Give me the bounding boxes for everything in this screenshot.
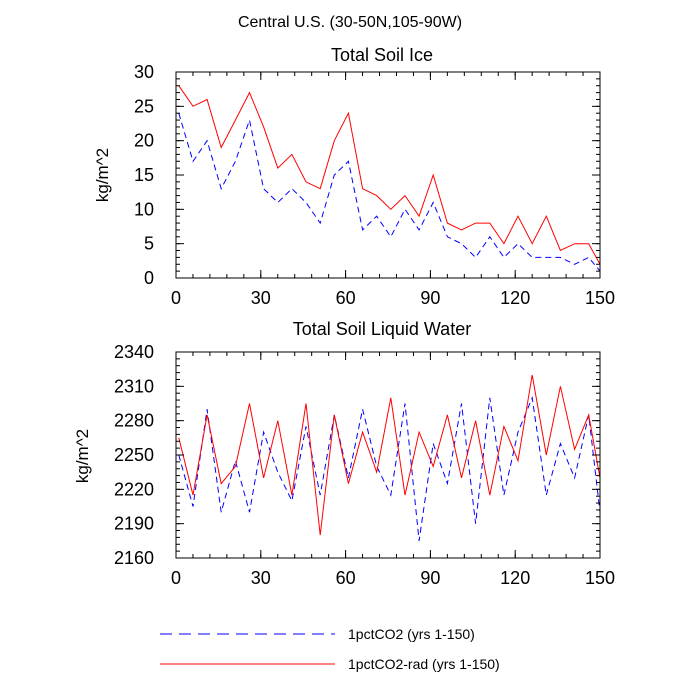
y-tick-label: 10 [134,199,154,219]
panel-title: Total Soil Liquid Water [293,319,471,339]
y-tick-label: 2160 [114,548,154,568]
y-tick-label: 2250 [114,445,154,465]
legend-label-1pctco2-rad: 1pctCO2-rad (yrs 1-150) [348,656,500,672]
y-tick-label: 5 [144,234,154,254]
x-tick-label: 90 [420,568,440,588]
y-tick-label: 2280 [114,411,154,431]
x-tick-label: 150 [585,288,615,308]
legend-label-1pctco2: 1pctCO2 (yrs 1-150) [348,626,475,642]
y-tick-label: 2190 [114,514,154,534]
x-tick-label: 30 [251,568,271,588]
x-tick-label: 90 [420,288,440,308]
series-line-1pctco2-rad [178,374,601,536]
series-line-1pctco2-rad [178,85,601,265]
y-tick-label: 20 [134,131,154,151]
x-tick-label: 30 [251,288,271,308]
x-tick-label: 0 [171,568,181,588]
x-tick-label: 0 [171,288,181,308]
x-tick-label: 60 [336,568,356,588]
panel-soil-liquid-water: Total Soil Liquid Water kg/m^2 0 30 60 90 12… [73,319,615,588]
y-tick-label: 2340 [114,342,154,362]
y-axis-label: kg/m^2 [93,148,112,202]
figure-title: Central U.S. (30-50N,105-90W) [238,14,462,31]
y-tick-label: 2220 [114,479,154,499]
y-tick-label: 30 [134,62,154,82]
x-tick-label: 150 [585,568,615,588]
y-tick-label: 25 [134,96,154,116]
y-tick-label: 0 [144,268,154,288]
series-line-1pctco2 [178,395,601,541]
x-tick-label: 120 [500,288,530,308]
plot-area: 0 30 60 90 120 150 2160 2190 2220 2250 2280 2310 234… [114,342,615,588]
x-tick-label: 60 [336,288,356,308]
legend: 1pctCO2 (yrs 1-150) 1pctCO2-rad (yrs 1-1… [160,626,500,672]
y-tick-label: 15 [134,165,154,185]
y-axis-label: kg/m^2 [73,429,92,483]
x-tick-label: 120 [500,568,530,588]
y-tick-label: 2310 [114,376,154,396]
panel-soil-ice: Total Soil Ice kg/m^2 0 30 60 90 120 150 0 5 10 1… [93,45,615,308]
panel-title: Total Soil Ice [331,45,433,65]
plot-area: 0 30 60 90 120 150 0 5 10 15 20 25 30 [134,62,615,308]
